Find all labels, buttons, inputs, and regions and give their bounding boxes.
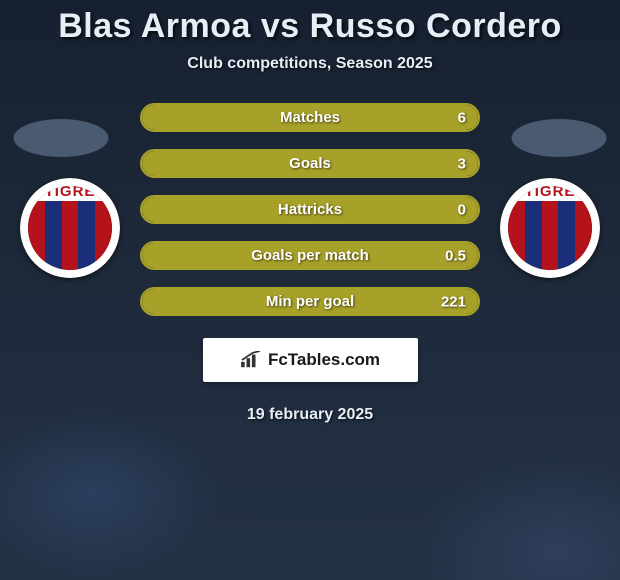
badge-label-right: TIGRE — [508, 183, 592, 201]
stat-label: Hattricks — [278, 201, 342, 218]
player-left-silhouette — [6, 116, 116, 160]
stat-label: Matches — [280, 109, 340, 126]
stat-row: Goals per match 0.5 — [140, 241, 480, 270]
stat-row: Min per goal 221 — [140, 287, 480, 316]
page-title: Blas Armoa vs Russo Cordero — [58, 8, 562, 45]
source-logo-text: FcTables.com — [268, 350, 380, 370]
stat-value-right: 6 — [458, 109, 466, 126]
date-text: 19 february 2025 — [247, 406, 373, 424]
stat-row: Matches 6 — [140, 103, 480, 132]
stat-row: Hattricks 0 — [140, 195, 480, 224]
stat-label: Goals — [289, 155, 331, 172]
stat-value-right: 0.5 — [445, 247, 466, 264]
comparison-card: Blas Armoa vs Russo Cordero Club competi… — [0, 0, 620, 580]
club-badge-left: TIGRE — [20, 178, 120, 278]
source-logo[interactable]: FcTables.com — [203, 338, 418, 382]
stat-row: Goals 3 — [140, 149, 480, 178]
stat-label: Goals per match — [251, 247, 369, 264]
subtitle: Club competitions, Season 2025 — [187, 55, 432, 73]
stat-value-right: 221 — [441, 293, 466, 310]
chart-icon — [240, 351, 262, 369]
stat-value-right: 3 — [458, 155, 466, 172]
club-badge-right: TIGRE — [500, 178, 600, 278]
stat-label: Min per goal — [266, 293, 354, 310]
player-right-silhouette — [504, 116, 614, 160]
stat-value-right: 0 — [458, 201, 466, 218]
badge-label-left: TIGRE — [28, 183, 112, 201]
